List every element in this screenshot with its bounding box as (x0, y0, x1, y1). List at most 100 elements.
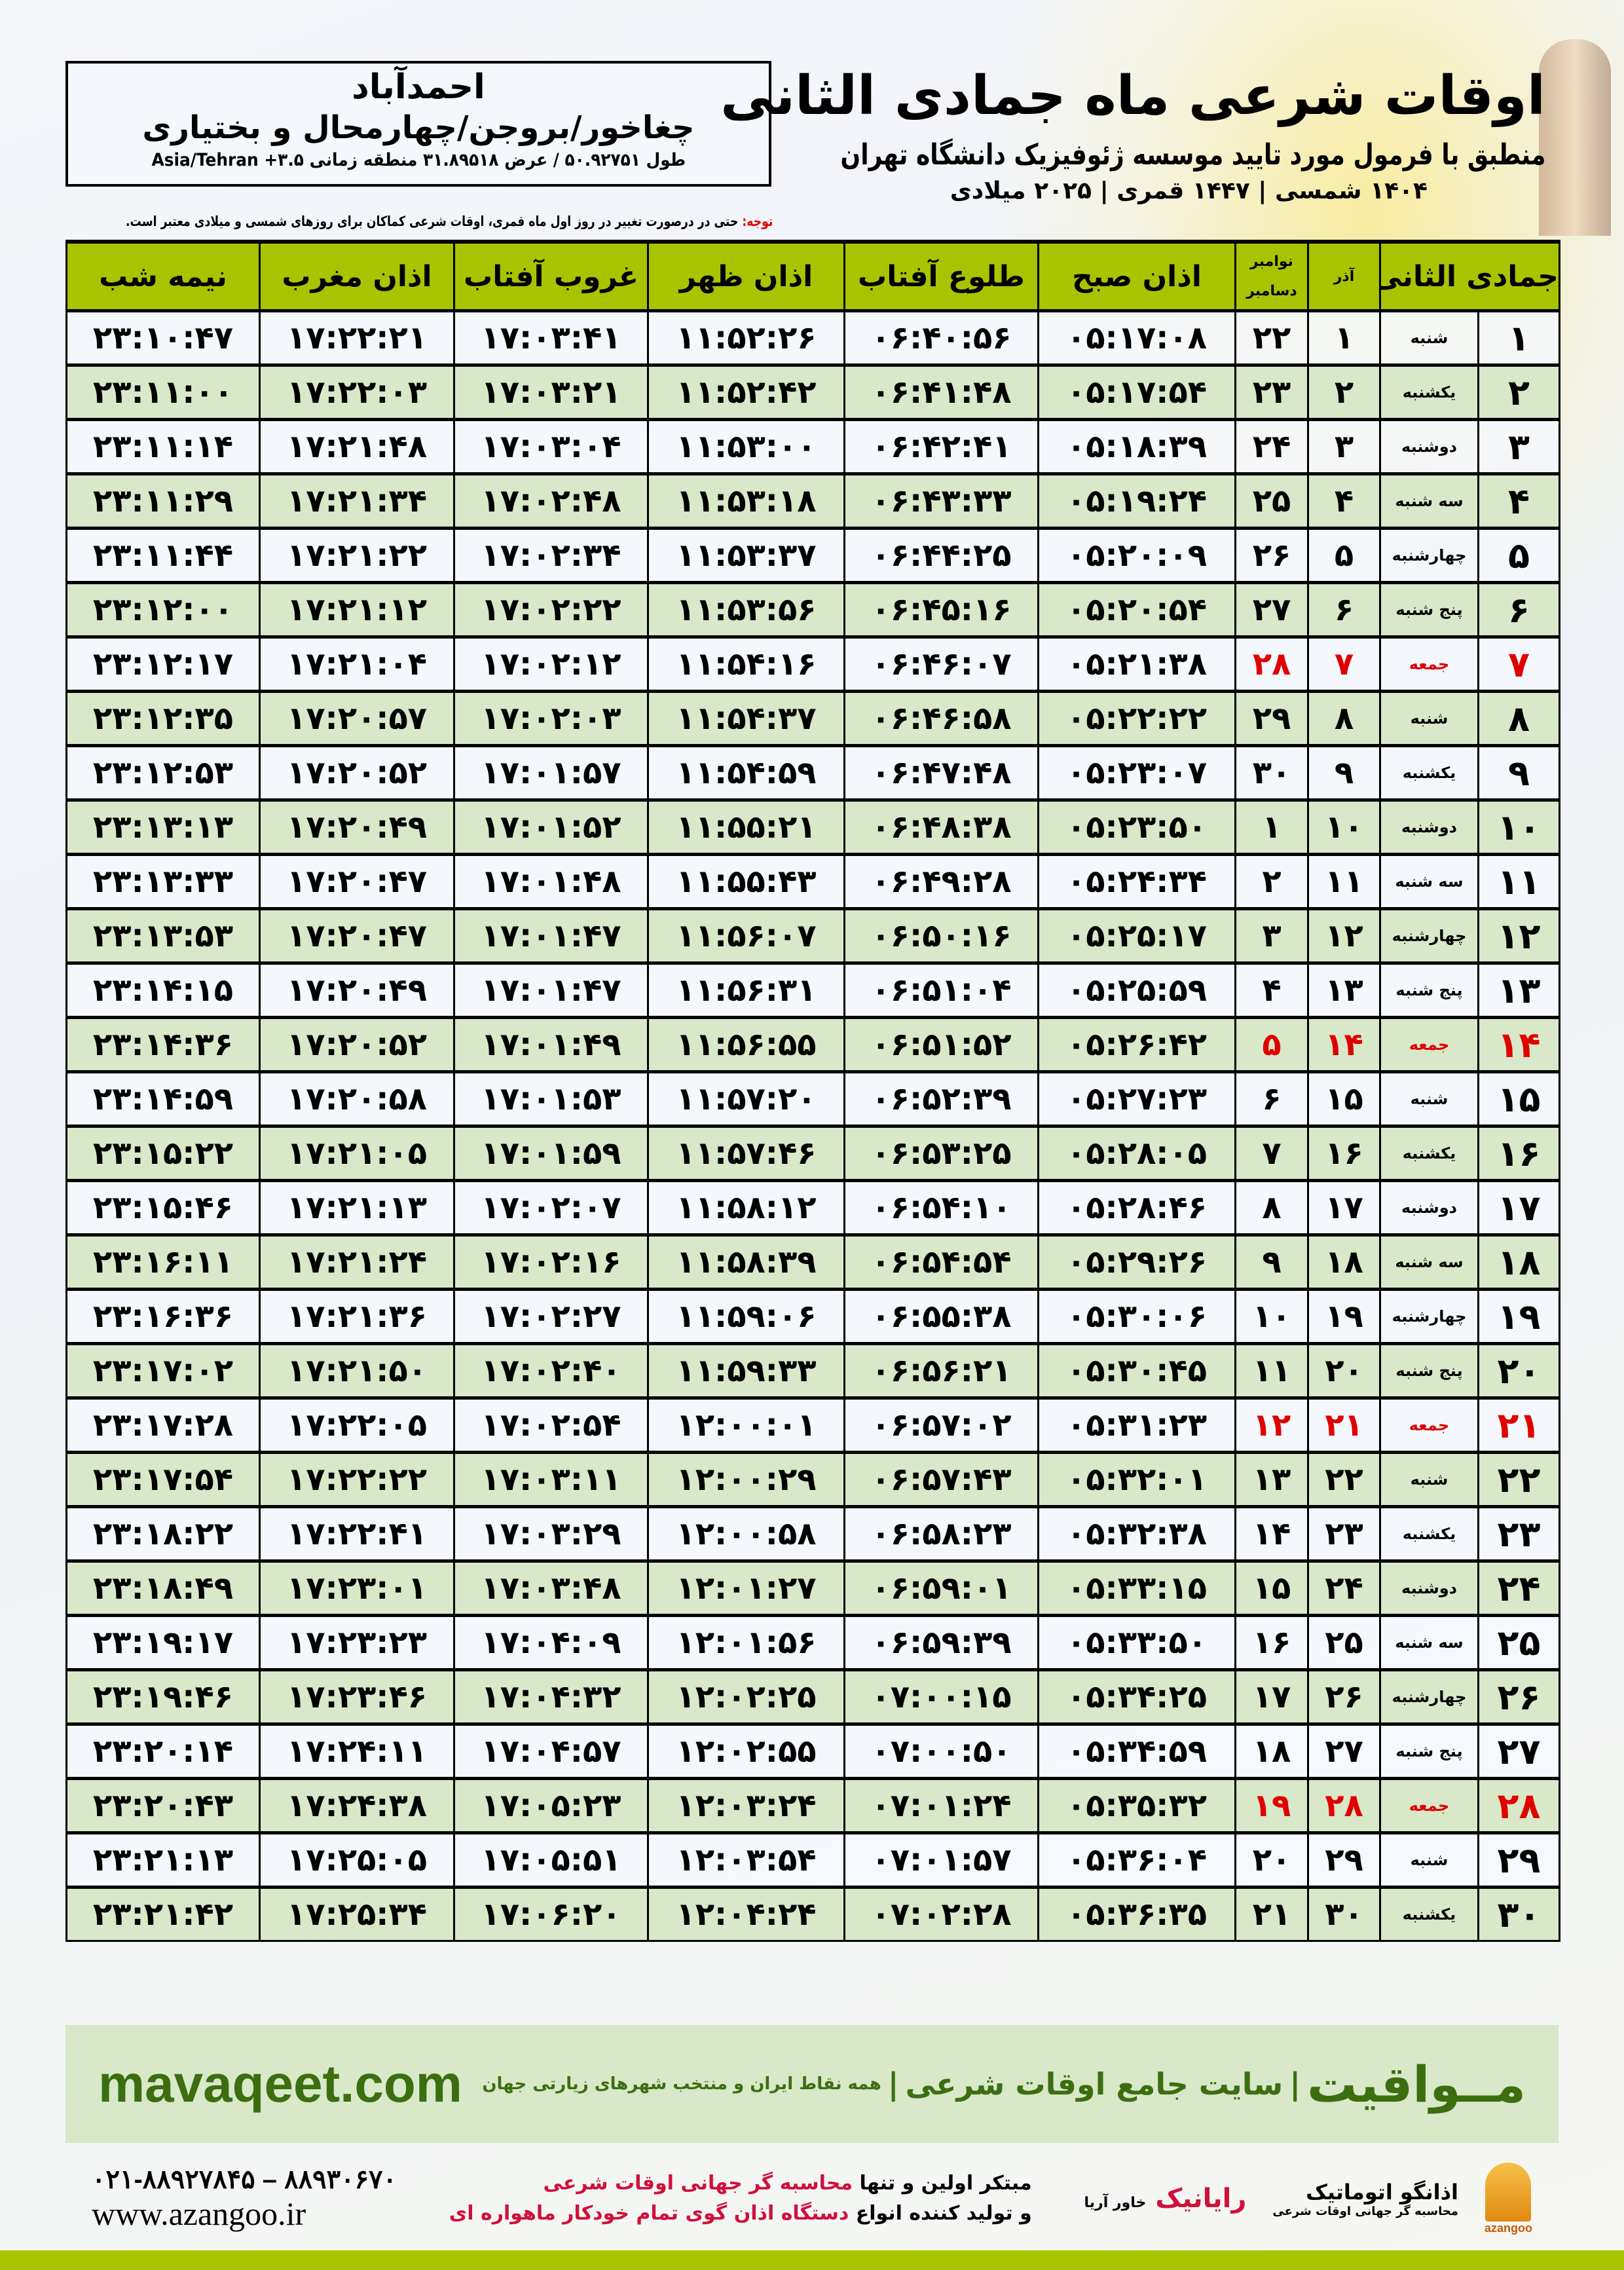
azangoo-logo: اذانگو اتوماتیک محاسبه گر جهانی اوقات شرع… (1272, 2179, 1458, 2218)
sunset-time: ۱۷:۰۴:۳۲ (453, 1668, 649, 1725)
maghrib-time: ۱۷:۲۱:۳۶ (259, 1288, 455, 1345)
gregorian-day: ۱۴ (1234, 1505, 1309, 1562)
hijri-day: ۷ (1477, 635, 1561, 692)
midnight-time: ۲۳:۲۰:۴۳ (65, 1777, 261, 1834)
sunset-time: ۱۷:۰۲:۲۲ (453, 581, 649, 638)
hijri-day: ۱۸ (1477, 1233, 1561, 1290)
gregorian-day: ۷ (1234, 1125, 1309, 1182)
sunset-time: ۱۷:۰۲:۱۶ (453, 1233, 649, 1290)
table-row: ۲۶ چهارشنبه ۲۶ ۱۷ ۰۵:۳۴:۲۵ ۰۷:۰۰:۱۵ ۱۲:۰۲:۲۵ ۱۷… (65, 1668, 1561, 1725)
gregorian-day: ۲۴ (1234, 418, 1309, 475)
header-hijri: جمادی الثانی (1378, 240, 1561, 312)
table-row: ۱۱ سه شنبه ۱۱ ۲ ۰۵:۲۴:۳۴ ۰۶:۴۹:۲۸ ۱۱:۵۵:۴۳ ۱۷:۰… (65, 853, 1561, 910)
sunrise-time: ۰۶:۵۷:۰۲ (843, 1396, 1039, 1453)
azar-day: ۱۱ (1307, 853, 1381, 910)
gregorian-day: ۱۲ (1234, 1396, 1309, 1453)
maghrib-time: ۱۷:۲۱:۰۴ (259, 635, 455, 692)
hijri-day: ۸ (1477, 690, 1561, 747)
mavaqeet-brand: مــواقیت | سایت جامع اوقات شرعی | همه نق… (482, 2055, 1526, 2113)
hijri-day: ۲ (1477, 363, 1561, 420)
midnight-time: ۲۳:۱۶:۳۶ (65, 1288, 261, 1345)
weekday: یکشنبه (1378, 363, 1480, 420)
table-row: ۱۴ جمعه ۱۴ ۵ ۰۵:۲۶:۴۲ ۰۶:۵۱:۵۲ ۱۱:۵۶:۵۵ ۱۷:۰۱:۴… (65, 1016, 1561, 1073)
weekday: شنبه (1378, 690, 1480, 747)
hijri-day: ۲۳ (1477, 1505, 1561, 1562)
table-row: ۱۹ چهارشنبه ۱۹ ۱۰ ۰۵:۳۰:۰۶ ۰۶:۵۵:۳۸ ۱۱:۵۹:۰۶ ۱۷… (65, 1288, 1561, 1345)
maghrib-time: ۱۷:۲۱:۲۲ (259, 527, 455, 584)
azar-day: ۱۴ (1307, 1016, 1381, 1073)
bottom-bar (0, 2250, 1624, 2270)
sunset-time: ۱۷:۰۱:۵۷ (453, 744, 649, 801)
sunset-time: ۱۷:۰۵:۵۱ (453, 1831, 649, 1888)
weekday: جمعه (1378, 1016, 1480, 1073)
azar-day: ۲۲ (1307, 1451, 1381, 1508)
promo-line2b: دستگاه اذان گوی تمام خودکار ماهواره ای (449, 2202, 849, 2225)
hijri-day: ۳۰ (1477, 1886, 1561, 1942)
table-row: ۶ پنج شنبه ۶ ۲۷ ۰۵:۲۰:۵۴ ۰۶:۴۵:۱۶ ۱۱:۵۳:۵۶ ۱۷:۰… (65, 581, 1561, 638)
azangoo-logo-text: azangoo (1484, 2221, 1532, 2235)
midnight-time: ۲۳:۱۶:۱۱ (65, 1233, 261, 1290)
sunset-time: ۱۷:۰۳:۴۱ (453, 309, 649, 366)
city-name: احمدآباد (352, 67, 485, 107)
gregorian-day: ۲۵ (1234, 472, 1309, 529)
gregorian-day: ۲۸ (1234, 635, 1309, 692)
sunset-time: ۱۷:۰۵:۲۳ (453, 1777, 649, 1834)
azar-day: ۲۰ (1307, 1342, 1381, 1399)
maghrib-time: ۱۷:۲۴:۱۱ (259, 1722, 455, 1779)
dhuhr-time: ۱۲:۰۳:۲۴ (647, 1777, 845, 1834)
midnight-time: ۲۳:۱۷:۲۸ (65, 1396, 261, 1453)
sunrise-time: ۰۶:۴۲:۴۱ (843, 418, 1039, 475)
maghrib-time: ۱۷:۲۱:۲۴ (259, 1233, 455, 1290)
midnight-time: ۲۳:۱۷:۵۴ (65, 1451, 261, 1508)
fajr-time: ۰۵:۳۲:۳۸ (1037, 1505, 1236, 1562)
azar-day: ۵ (1307, 527, 1381, 584)
sunrise-time: ۰۶:۴۰:۵۶ (843, 309, 1039, 366)
weekday: شنبه (1378, 1451, 1480, 1508)
azar-day: ۳۰ (1307, 1886, 1381, 1942)
sunset-time: ۱۷:۰۱:۵۹ (453, 1125, 649, 1182)
table-row: ۲۲ شنبه ۲۲ ۱۳ ۰۵:۳۲:۰۱ ۰۶:۵۷:۴۳ ۱۲:۰۰:۲۹ ۱۷:۰۳:… (65, 1451, 1561, 1508)
fajr-time: ۰۵:۲۵:۵۹ (1037, 961, 1236, 1018)
table-row: ۲۱ جمعه ۲۱ ۱۲ ۰۵:۳۱:۲۳ ۰۶:۵۷:۰۲ ۱۲:۰۰:۰۱ ۱۷:۰۲:… (65, 1396, 1561, 1453)
table-row: ۲۸ جمعه ۲۸ ۱۹ ۰۵:۳۵:۳۲ ۰۷:۰۱:۲۴ ۱۲:۰۳:۲۴ ۱۷:۰۵:… (65, 1777, 1561, 1834)
gregorian-day: ۲ (1234, 853, 1309, 910)
gregorian-day: ۲۹ (1234, 690, 1309, 747)
maghrib-time: ۱۷:۲۳:۴۶ (259, 1668, 455, 1725)
sunrise-time: ۰۶:۵۳:۲۵ (843, 1125, 1039, 1182)
weekday: یکشنبه (1378, 1886, 1480, 1942)
dhuhr-time: ۱۱:۵۴:۳۷ (647, 690, 845, 747)
sunset-time: ۱۷:۰۳:۲۹ (453, 1505, 649, 1562)
sunrise-time: ۰۶:۴۱:۴۸ (843, 363, 1039, 420)
gregorian-day: ۱۵ (1234, 1559, 1309, 1616)
hijri-day: ۲۸ (1477, 1777, 1561, 1834)
dhuhr-time: ۱۱:۵۲:۴۲ (647, 363, 845, 420)
table-row: ۲۵ سه شنبه ۲۵ ۱۶ ۰۵:۳۳:۵۰ ۰۶:۵۹:۳۹ ۱۲:۰۱:۵۶ ۱۷:… (65, 1614, 1561, 1671)
header-gregorian: نوامبر دسامبر (1234, 240, 1309, 312)
mavaqeet-link[interactable]: mavaqeet.com (98, 2055, 462, 2113)
sunrise-time: ۰۶:۴۴:۲۵ (843, 527, 1039, 584)
dhuhr-time: ۱۲:۰۳:۵۴ (647, 1831, 845, 1888)
fajr-time: ۰۵:۲۶:۴۲ (1037, 1016, 1236, 1073)
header-december: دسامبر (1246, 283, 1297, 299)
azar-day: ۲۹ (1307, 1831, 1381, 1888)
table-row: ۳ دوشنبه ۳ ۲۴ ۰۵:۱۸:۳۹ ۰۶:۴۲:۴۱ ۱۱:۵۳:۰۰ ۱۷:۰۳:… (65, 418, 1561, 475)
midnight-time: ۲۳:۱۹:۴۶ (65, 1668, 261, 1725)
gregorian-day: ۱۱ (1234, 1342, 1309, 1399)
azar-day: ۲۷ (1307, 1722, 1381, 1779)
table-row: ۱۵ شنبه ۱۵ ۶ ۰۵:۲۷:۲۳ ۰۶:۵۲:۳۹ ۱۱:۵۷:۲۰ ۱۷:۰۱:۵… (65, 1070, 1561, 1127)
brand-name: مــواقیت (1307, 2055, 1526, 2113)
azar-day: ۱۸ (1307, 1233, 1381, 1290)
midnight-time: ۲۳:۱۴:۵۹ (65, 1070, 261, 1127)
dhuhr-time: ۱۱:۵۵:۲۱ (647, 798, 845, 855)
azar-day: ۱۰ (1307, 798, 1381, 855)
shrine-image (1539, 39, 1611, 236)
contact: ۰۲۱-۸۸۹۲۷۸۴۵ – ۸۸۹۳۰۶۷۰ www.azangoo.ir (92, 2165, 397, 2233)
gregorian-day: ۱۹ (1234, 1777, 1309, 1834)
dhuhr-time: ۱۱:۵۳:۳۷ (647, 527, 845, 584)
maghrib-time: ۱۷:۲۰:۵۲ (259, 744, 455, 801)
azar-day: ۸ (1307, 690, 1381, 747)
azangoo-link[interactable]: www.azangoo.ir (92, 2195, 306, 2232)
sunset-time: ۱۷:۰۳:۴۸ (453, 1559, 649, 1616)
fajr-time: ۰۵:۳۶:۰۴ (1037, 1831, 1236, 1888)
dhuhr-time: ۱۱:۵۸:۳۹ (647, 1233, 845, 1290)
